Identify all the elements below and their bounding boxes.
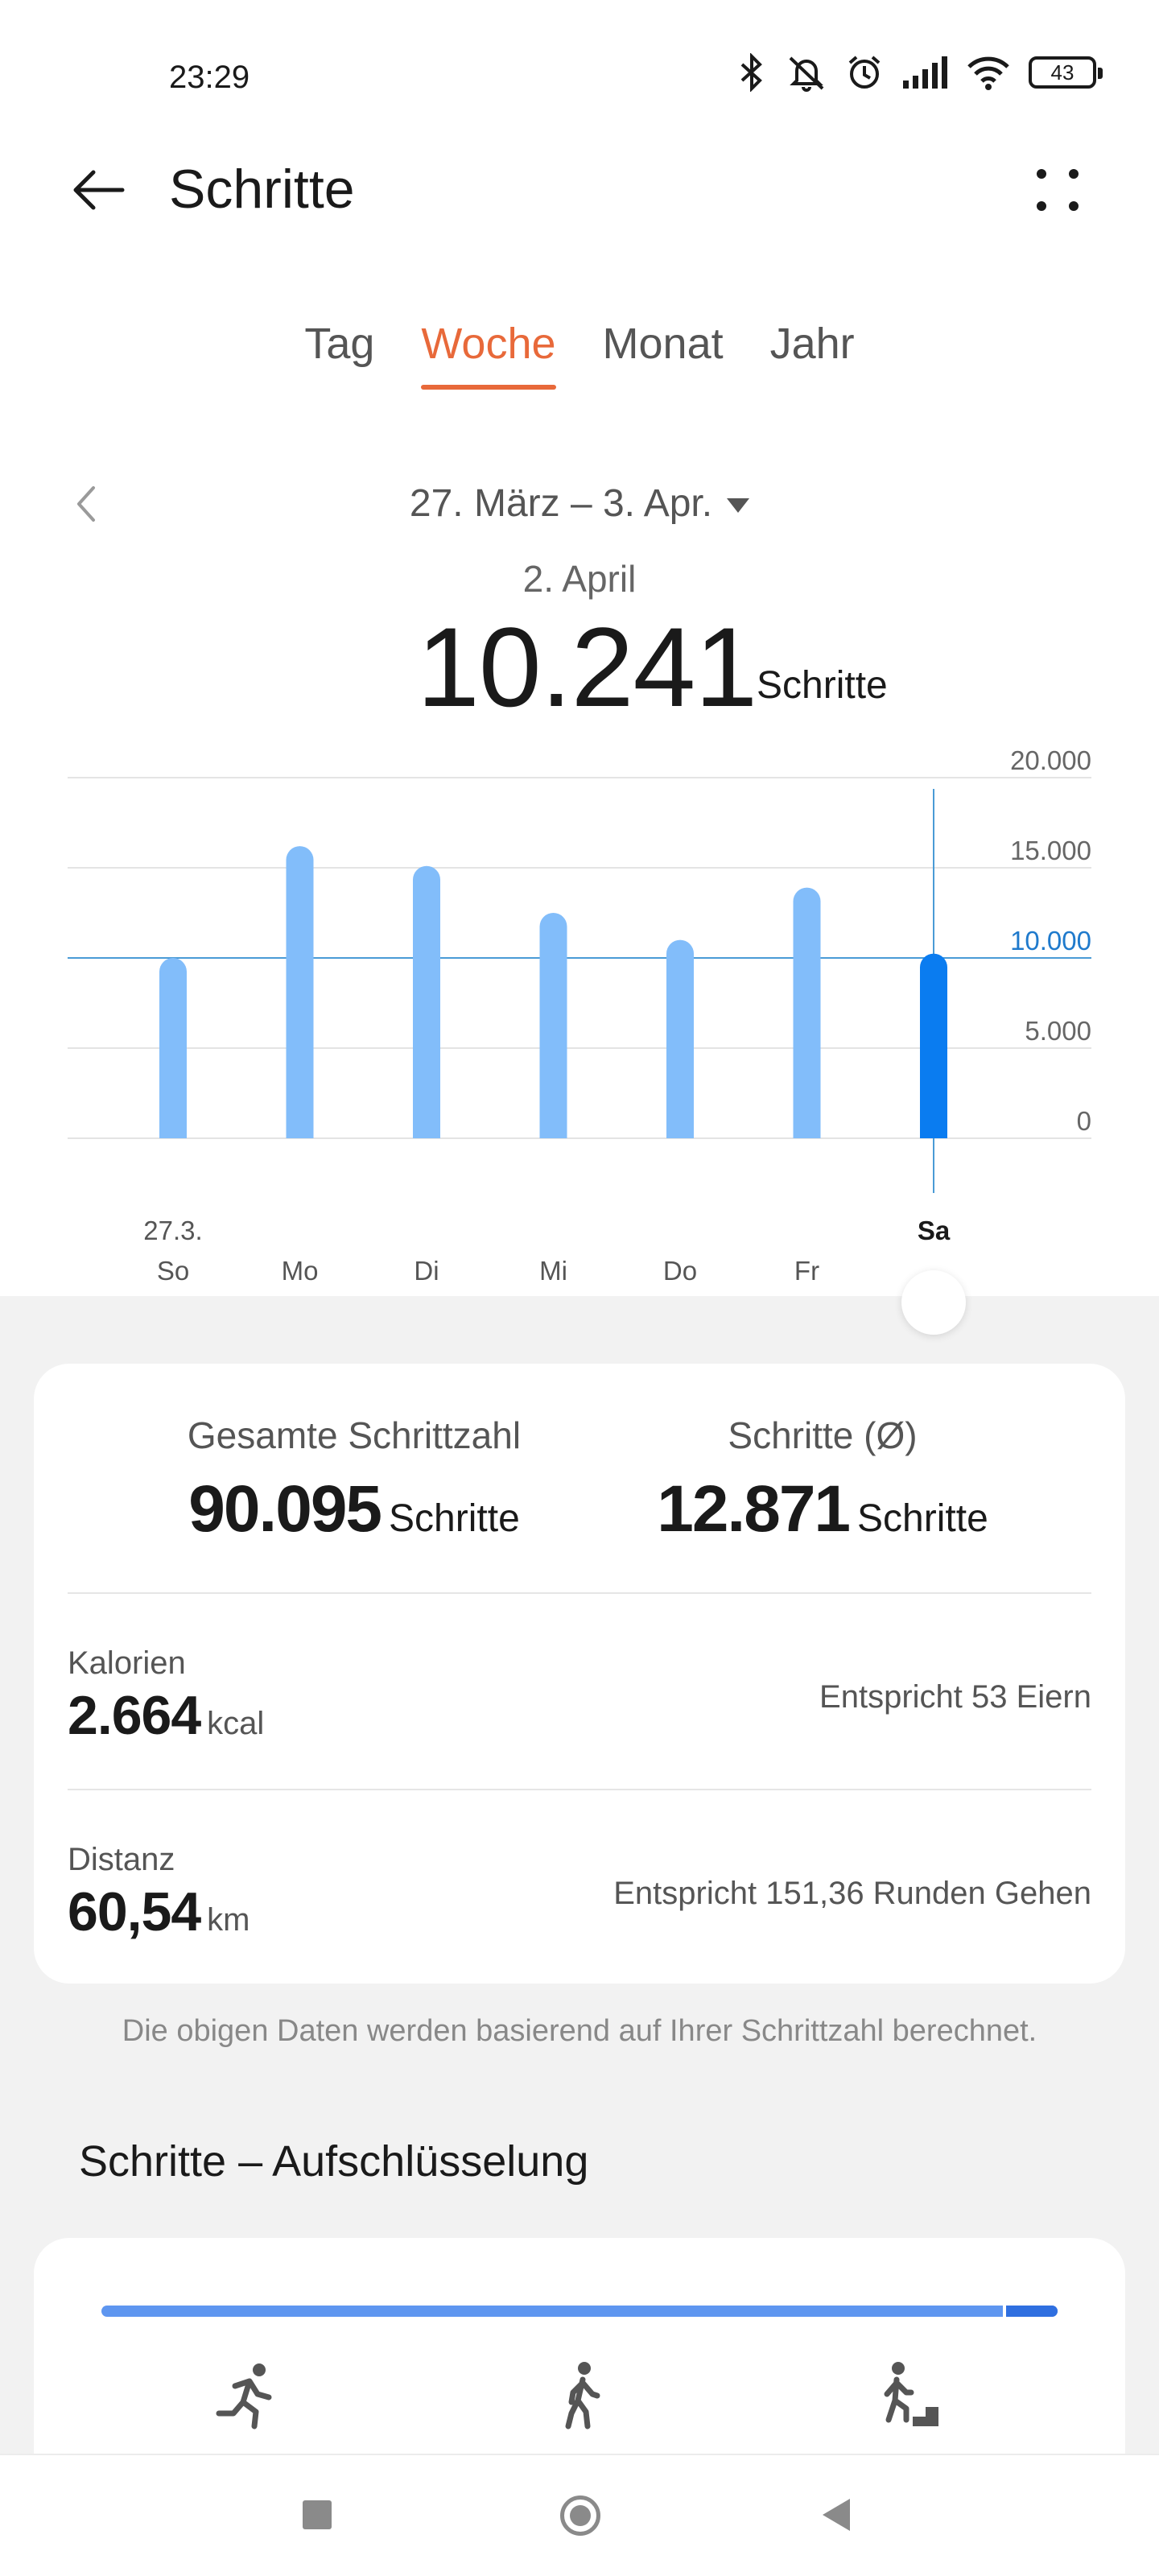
date-range-selector[interactable]: 27. März – 3. Apr. (0, 481, 1159, 526)
distance-unit: km (207, 1902, 250, 1938)
y-tick-label: 20.000 (1010, 745, 1091, 775)
summary-card: Gesamte Schrittzahl 90.095 Schritte Schri… (34, 1364, 1125, 1984)
bar (286, 846, 314, 1138)
tab-day[interactable]: Tag (304, 320, 375, 368)
x-date-label: 27.3. (143, 1216, 202, 1245)
bar (793, 887, 821, 1138)
bar (666, 939, 694, 1138)
period-tabs: Tag Woche Monat Jahr (0, 319, 1159, 390)
y-tick-label: 5.000 (1025, 1016, 1091, 1046)
average-steps-value-row: 12.871 Schritte (597, 1472, 1048, 1547)
system-nav-bar (0, 2454, 1159, 2576)
total-steps-value: 90.095 (188, 1472, 382, 1546)
average-steps-label: Schritte (Ø) (728, 1414, 918, 1456)
signal-icon (903, 56, 947, 89)
climbing-icon (884, 2362, 938, 2426)
back-arrow-icon[interactable] (66, 158, 130, 222)
calories-unit: kcal (207, 1706, 265, 1741)
date-range-label: 27. März – 3. Apr. (409, 482, 713, 525)
total-steps-value-row: 90.095 Schritte (129, 1472, 580, 1547)
divider (68, 1592, 1091, 1594)
home-button[interactable] (560, 2496, 600, 2536)
sheet-notch (877, 1272, 990, 1296)
x-tick-label: Mo (282, 1256, 319, 1286)
bluetooth-icon (740, 53, 762, 92)
calories-value: 2.664 (68, 1685, 201, 1746)
previous-period-icon[interactable] (66, 480, 106, 528)
average-steps-value: 12.871 (657, 1472, 851, 1546)
breakdown-progress-bar (101, 2306, 1058, 2317)
total-steps-label: Gesamte Schrittzahl (187, 1414, 522, 1456)
reference-label: 10.000 (1010, 926, 1091, 956)
total-steps: Gesamte Schrittzahl 90.095 Schritte (129, 1414, 580, 1547)
tab-week[interactable]: Woche (421, 319, 556, 390)
divider (68, 1789, 1091, 1790)
average-steps-unit: Schritte (857, 1497, 988, 1540)
x-tick-label: Do (663, 1256, 697, 1286)
x-tick-label: Sa (918, 1216, 951, 1245)
steps-bar-chart[interactable]: 0 5.000 10.000 15.000 20.000 So 27.3. Mo Di Mi Do F… (0, 724, 1159, 1312)
battery-level: 43 (1050, 60, 1074, 85)
wifi-icon (967, 56, 1009, 90)
recent-apps-button[interactable] (303, 2500, 332, 2529)
status-time: 23:29 (169, 60, 250, 95)
selected-steps-unit: Schritte (757, 664, 888, 707)
breakdown-title: Schritte – Aufschlüsselung (79, 2137, 589, 2186)
x-tick-label: So (157, 1256, 189, 1286)
selected-steps-value: 10.241 (417, 604, 757, 730)
average-steps: Schritte (Ø) 12.871 Schritte (597, 1414, 1048, 1547)
bar-segment-secondary (1006, 2306, 1058, 2317)
x-tick-label: Fr (794, 1256, 819, 1286)
chart-scrub-handle[interactable] (901, 1270, 966, 1335)
distance-value-row: 60,54 km (68, 1880, 250, 1943)
walking-icon (565, 2362, 600, 2429)
distance-label: Distanz (68, 1842, 175, 1877)
calories-value-row: 2.664 kcal (68, 1684, 264, 1747)
running-icon (216, 2363, 272, 2429)
distance-equivalent: Entspricht 151,36 Runden Gehen (613, 1876, 1091, 1911)
bar (539, 913, 567, 1138)
x-tick-label: Di (414, 1256, 439, 1286)
bar (920, 953, 947, 1138)
total-steps-unit: Schritte (389, 1497, 520, 1540)
x-tick-label: Mi (539, 1256, 567, 1286)
muted-bell-icon (789, 56, 824, 92)
tab-month[interactable]: Monat (602, 320, 724, 368)
tab-year[interactable]: Jahr (769, 320, 855, 368)
top-panel: 23:29 43 Schritte Tag Woche Monat Jahr 2… (0, 0, 1159, 1296)
calories-label: Kalorien (68, 1645, 186, 1681)
distance-value: 60,54 (68, 1881, 201, 1942)
battery-icon: 43 (1029, 56, 1103, 89)
bar (159, 958, 187, 1138)
alarm-icon (848, 56, 881, 89)
selected-date: 2. April (522, 558, 637, 600)
bar (413, 865, 440, 1138)
more-options-icon[interactable] (1029, 161, 1087, 219)
calories-equivalent: Entspricht 53 Eiern (819, 1679, 1091, 1715)
status-icons: 43 (736, 53, 1103, 92)
y-tick-label: 15.000 (1010, 836, 1091, 865)
y-tick-label: 0 (1077, 1106, 1091, 1136)
back-button[interactable] (823, 2499, 850, 2531)
page-title: Schritte (169, 159, 355, 220)
dropdown-caret-icon (727, 498, 750, 514)
data-footnote: Die obigen Daten werden basierend auf Ih… (122, 2014, 1037, 2048)
bar-separator (1003, 2306, 1006, 2317)
